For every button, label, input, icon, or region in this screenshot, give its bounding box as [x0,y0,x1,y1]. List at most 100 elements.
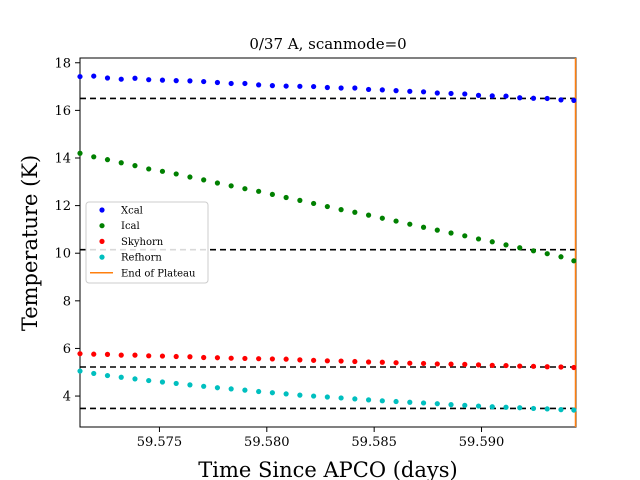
data-point [104,372,111,379]
legend: Xcal Ical Skyhorn Refhorn End of Plateau [85,201,209,284]
data-point [283,194,289,201]
data-point [503,93,509,99]
data-point [187,382,193,388]
data-point [434,401,440,407]
x-tick-label: 59.575 [137,435,183,450]
data-point [91,73,97,79]
data-point [448,230,454,236]
data-point [503,362,509,369]
data-point [393,360,399,366]
y-tick-label: 4 [63,390,71,405]
y-tick-label: 18 [54,56,71,71]
data-point [242,387,248,393]
data-point [104,157,111,163]
data-point [256,388,262,395]
data-point [173,78,179,84]
data-point [214,180,221,186]
data-point [77,368,83,374]
data-point [297,83,303,89]
data-point [146,377,152,384]
y-tick-label: 8 [63,294,71,309]
data-point [77,351,83,357]
data-point [462,402,468,408]
data-point [503,404,509,410]
data-point [475,362,482,368]
data-point [352,396,358,402]
data-point [448,402,454,408]
data-point [352,358,358,365]
data-point [297,392,303,398]
data-point [159,168,166,174]
legend-label-refhorn: Refhorn [121,253,162,264]
data-point [173,171,179,177]
data-point [324,358,330,364]
data-point [104,351,111,357]
data-point [530,248,537,254]
data-point [379,87,385,93]
data-point [489,404,495,410]
x-axis: 59.575 59.580 59.585 59.590 [137,427,504,450]
y-tick-label: 12 [54,199,71,214]
data-point [242,186,248,192]
y-axis: 4 6 8 10 12 14 16 18 [54,56,80,405]
data-point [338,395,344,401]
data-point [434,227,440,233]
data-point [146,353,152,359]
data-point [159,77,166,83]
data-point [420,224,427,230]
data-point [201,383,207,389]
data-point [256,188,262,194]
y-tick-label: 14 [54,151,71,166]
data-point [77,73,83,80]
data-point [558,97,564,103]
data-point [544,95,550,102]
data-point [544,251,550,257]
data-point [365,86,372,93]
data-point [475,403,482,409]
data-point [132,163,138,169]
data-point [269,191,275,198]
data-point [269,390,275,396]
data-point [489,362,495,368]
chart-title: 0/37 A, scanmode=0 [249,35,406,53]
data-points [77,73,577,413]
data-point [132,376,138,382]
data-point [448,90,454,97]
series-skyhorn [77,351,577,371]
legend-marker-xcal [99,207,105,213]
data-point [571,364,577,371]
x-axis-label: Time Since APCO (days) [198,458,457,480]
data-point [91,370,97,377]
y-tick-label: 6 [63,342,71,357]
data-point [393,218,399,224]
series-xcal [77,73,577,103]
legend-box [85,201,209,284]
data-point [365,359,372,365]
data-point [544,406,550,412]
data-point [283,83,289,89]
data-point [530,95,537,101]
data-point [283,356,289,362]
series-ical [77,150,577,264]
y-axis-label: Temperature (K) [18,155,42,331]
x-tick-label: 59.580 [244,435,290,450]
data-point [311,357,317,363]
data-point [571,258,577,264]
data-point [228,80,234,87]
data-point [379,215,385,221]
data-point [187,354,193,360]
data-point [530,405,537,412]
data-point [544,364,550,370]
data-point [517,95,523,101]
data-point [503,242,509,248]
data-point [159,379,166,385]
data-point [475,236,482,242]
data-point [420,400,427,406]
data-point [338,358,344,364]
data-point [269,83,275,89]
data-point [118,352,124,358]
legend-marker-skyhorn [99,238,105,244]
data-point [352,209,358,215]
data-point [407,360,413,366]
